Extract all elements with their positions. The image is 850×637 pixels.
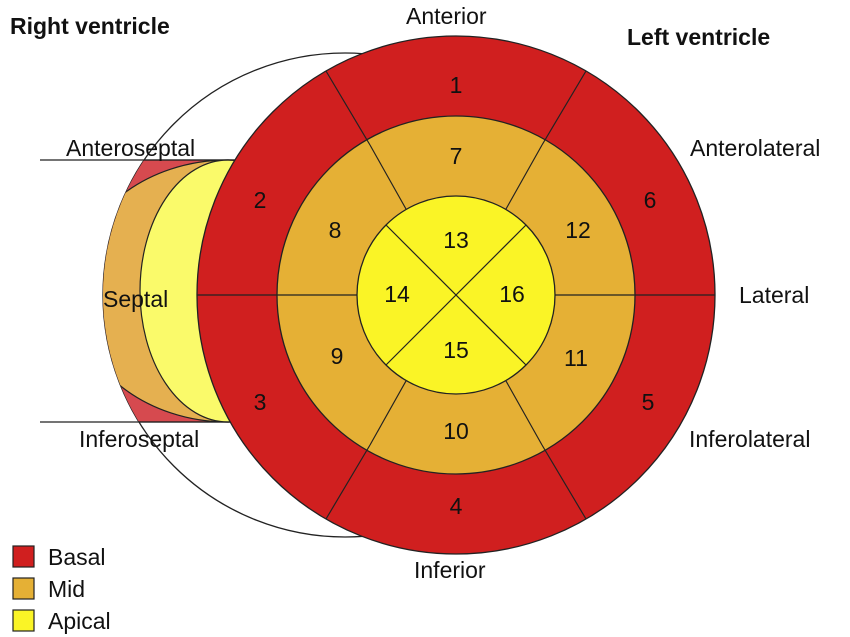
inferior-label: Inferior [414,557,486,583]
inferolateral-label: Inferolateral [689,426,810,452]
segment-6: 6 [644,187,657,213]
segment-10: 10 [443,418,469,444]
anterior-label: Anterior [406,3,487,29]
legend-swatch-mid [12,577,35,600]
legend-label-basal: Basal [48,544,106,570]
segment-11: 11 [564,345,588,371]
segment-7: 7 [450,143,463,169]
legend-swatch-basal [12,545,35,568]
segment-9: 9 [331,343,344,369]
right-ventricle-title: Right ventricle [10,13,170,39]
segment-16: 16 [499,281,525,307]
legend-label-apical: Apical [48,608,111,634]
segment-2: 2 [254,187,267,213]
segment-dividers [197,70,715,520]
segment-1: 1 [450,72,463,98]
inferoseptal-label: Inferoseptal [79,426,199,452]
segment-12: 12 [565,217,591,243]
segment-15: 15 [443,337,469,363]
segment-4: 4 [450,493,463,519]
segment-13: 13 [443,227,469,253]
segment-5: 5 [642,389,655,415]
left-ventricle-title: Left ventricle [627,24,770,50]
legend-label-mid: Mid [48,576,85,602]
anteroseptal-label: Anteroseptal [66,135,195,161]
legend: Basal Mid Apical [12,544,111,634]
segment-14: 14 [384,281,410,307]
septal-label: Septal [103,286,168,312]
anterolateral-label: Anterolateral [690,135,820,161]
legend-swatch-apical [12,609,35,632]
segment-8: 8 [329,217,342,243]
segment-numbers: 1 2 3 4 5 6 7 8 9 10 11 12 13 14 15 16 [254,72,657,519]
lateral-label: Lateral [739,282,809,308]
segment-3: 3 [254,389,267,415]
